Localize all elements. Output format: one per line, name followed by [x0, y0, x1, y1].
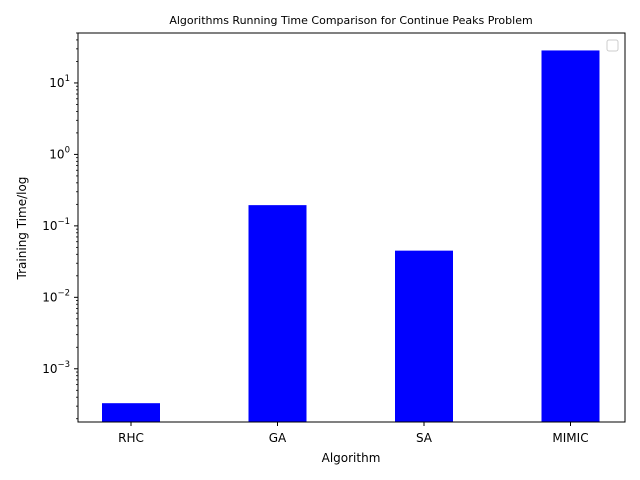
- y-ticks-group: 10−3 10−2 10−1 100 101: [42, 32, 78, 420]
- y-tick-label: 100: [49, 145, 70, 161]
- y-tick-label: 10−3: [42, 360, 70, 376]
- bar-ga: [248, 205, 307, 422]
- x-tick-label: MIMIC: [552, 431, 588, 445]
- x-axis-label: Algorithm: [322, 451, 381, 465]
- y-axis-label: Training Time/log: [15, 177, 29, 281]
- bars-group: [102, 50, 600, 422]
- x-ticks-group: RHC GA SA MIMIC: [118, 422, 589, 445]
- plot-frame: [77, 32, 626, 423]
- x-tick-label: GA: [269, 431, 287, 445]
- bar-mimic: [541, 50, 600, 422]
- y-tick-label: 10−1: [42, 217, 70, 233]
- bar-sa: [395, 250, 453, 422]
- y-tick-label: 101: [49, 74, 70, 90]
- legend-box: [606, 39, 619, 52]
- y-tick-label: 10−2: [42, 288, 70, 304]
- bar-rhc: [102, 403, 160, 422]
- chart-title: Algorithms Running Time Comparison for C…: [169, 14, 532, 27]
- x-tick-label: SA: [416, 431, 433, 445]
- x-tick-label: RHC: [118, 431, 144, 445]
